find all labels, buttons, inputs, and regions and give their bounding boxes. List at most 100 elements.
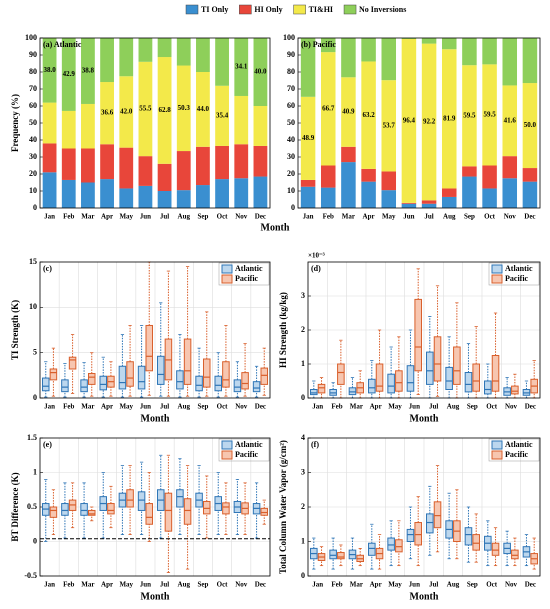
- box: [395, 539, 403, 553]
- y-tick-label: 50: [29, 118, 37, 127]
- bar-segment: [176, 38, 191, 66]
- legend-swatch: [343, 4, 357, 15]
- x-tick-label: Oct: [486, 581, 498, 589]
- x-tick-label: Jul: [160, 403, 169, 411]
- bar-segment: [421, 38, 437, 44]
- bar-segment: [100, 144, 114, 180]
- bar-segment: [138, 61, 153, 157]
- box: [107, 503, 115, 515]
- y-tick-label: 2: [301, 325, 305, 334]
- y-tick-label: 30: [287, 152, 295, 161]
- legend-label: Atlantic: [235, 440, 263, 449]
- value-label: 40.0: [254, 68, 267, 76]
- value-label: 81.9: [443, 114, 456, 122]
- bar-segment: [100, 179, 114, 208]
- bar-segment: [502, 156, 518, 179]
- box: [464, 372, 473, 393]
- box: [491, 542, 500, 556]
- legend-label: Pacific: [505, 274, 529, 283]
- value-label: 62.8: [158, 106, 171, 114]
- bar-segment: [234, 144, 249, 179]
- y-tick-label: 10: [29, 186, 37, 195]
- value-label: 50.3: [178, 104, 191, 112]
- x-tick-label: Jul: [160, 581, 169, 589]
- box: [87, 509, 96, 516]
- x-tick-label: Nov: [505, 581, 518, 589]
- bar-segment: [482, 64, 497, 166]
- value-label: 38.0: [43, 66, 56, 74]
- y-tick-label: 30: [29, 152, 37, 161]
- value-label: 38.8: [82, 67, 95, 75]
- box: [406, 365, 415, 392]
- y-tick-label: 40: [287, 135, 295, 144]
- box: [368, 378, 376, 394]
- x-tick-label: Aug: [178, 581, 191, 589]
- bar-segment: [462, 65, 477, 167]
- bar-segment: [176, 190, 191, 208]
- bar-segment: [215, 179, 229, 208]
- x-tick-label: Jun: [140, 403, 151, 411]
- bar-segment: [522, 38, 538, 84]
- box: [145, 324, 154, 372]
- bar-segment: [482, 165, 497, 189]
- box: [137, 491, 146, 511]
- bar-segment: [421, 43, 437, 201]
- box: [164, 492, 173, 532]
- value-label: 35.4: [216, 111, 229, 119]
- y-tick-label: 50: [287, 118, 295, 127]
- bar-segment: [176, 65, 191, 152]
- box: [368, 542, 376, 556]
- bar-segment: [176, 151, 191, 191]
- y-tick-label: 1: [301, 359, 305, 368]
- y-tick-label: 60: [287, 101, 295, 110]
- box: [348, 387, 357, 396]
- bar-segment: [157, 57, 172, 164]
- x-tick-label: Nov: [505, 403, 518, 411]
- bar-segment: [253, 145, 268, 177]
- y-tick-label: 3: [301, 291, 305, 300]
- x-axis-label: Month: [141, 591, 170, 602]
- bar-segment: [157, 163, 172, 191]
- bar-segment: [361, 168, 376, 182]
- box: [406, 528, 415, 542]
- legend-label: No Inversions: [359, 5, 406, 14]
- bar-segment: [502, 178, 518, 208]
- y-tick-label: 60: [29, 101, 37, 110]
- x-tick-label: Jun: [140, 213, 151, 221]
- box: [472, 363, 480, 392]
- bar-segment: [61, 148, 76, 180]
- y-tick-label: 1: [301, 536, 305, 545]
- x-tick-label: Jul: [429, 581, 438, 589]
- bar-segment: [61, 179, 76, 208]
- box: [491, 355, 500, 392]
- x-tick-label: Jul: [160, 213, 169, 221]
- bar-segment: [341, 38, 356, 78]
- x-tick-label: Oct: [486, 403, 498, 411]
- y-axis-label: Frequency (%): [10, 94, 20, 152]
- legend-swatch: [221, 274, 233, 284]
- value-label: 50.0: [524, 121, 537, 129]
- box: [68, 356, 77, 370]
- legend-box: [218, 262, 270, 286]
- y-tick-label: 0: [301, 393, 305, 402]
- bar-segment: [119, 38, 134, 77]
- value-label: 66.7: [322, 104, 335, 112]
- bar-segment: [361, 38, 376, 62]
- axes-frame: [39, 437, 271, 577]
- panel-title: (d): [311, 264, 321, 273]
- panel-title: (a) Atlantic: [43, 40, 82, 49]
- box: [414, 522, 422, 546]
- box: [260, 507, 269, 516]
- x-tick-label: Dec: [525, 403, 536, 411]
- bar-segment: [300, 96, 316, 180]
- x-tick-label: Dec: [255, 581, 266, 589]
- bar-segment: [421, 203, 437, 208]
- bar-segment: [253, 176, 268, 208]
- legend-swatch: [293, 4, 306, 15]
- box: [337, 552, 345, 560]
- bar-segment: [253, 106, 268, 146]
- panel-title: (b) Pacific: [301, 40, 336, 49]
- bar-segment: [81, 103, 95, 149]
- axes-frame: [307, 261, 541, 399]
